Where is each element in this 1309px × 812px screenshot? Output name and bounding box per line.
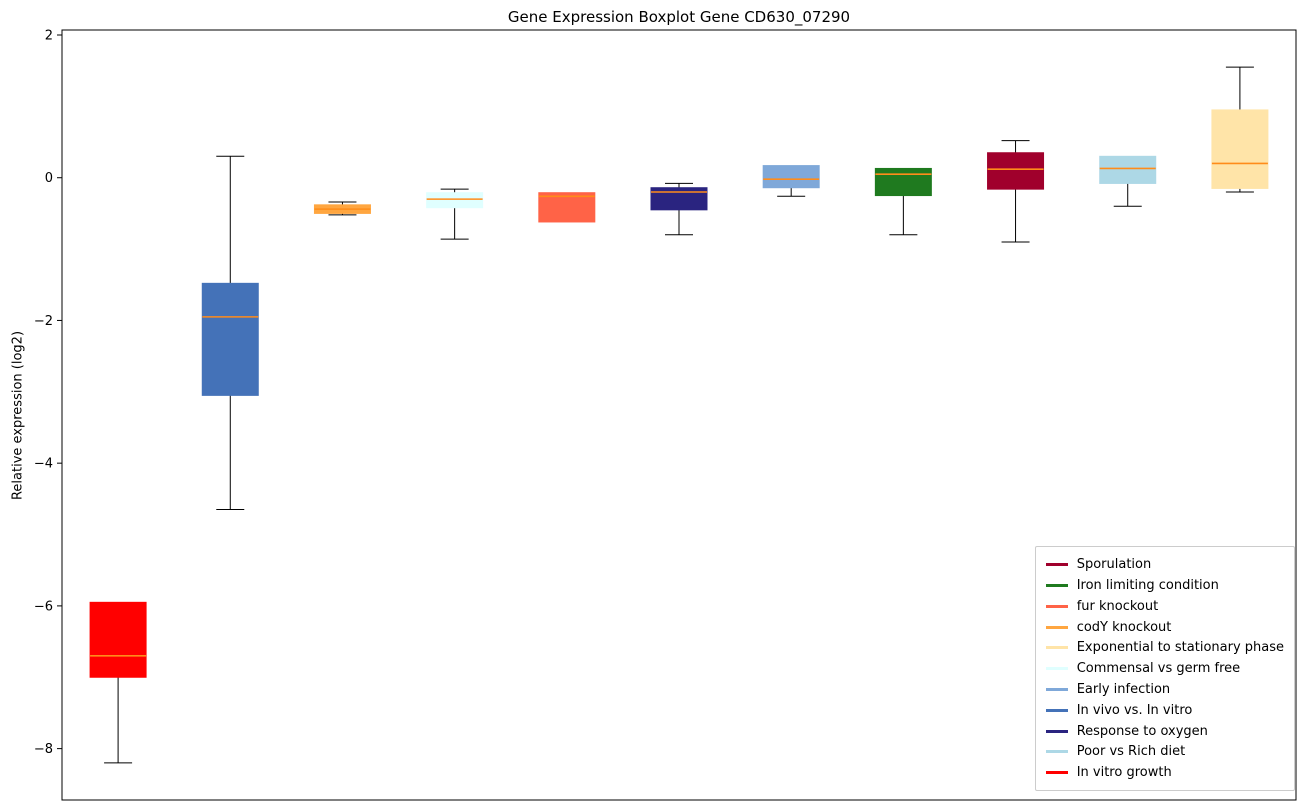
boxplot-in-vivo-vs-in-vitro	[201, 155, 259, 511]
box	[1099, 155, 1157, 184]
legend-swatch	[1045, 750, 1068, 754]
legend-item: In vivo vs. In vitro	[1045, 700, 1284, 721]
box	[89, 601, 147, 678]
legend-label: Response to oxygen	[1076, 723, 1208, 739]
legend-label: In vitro growth	[1076, 765, 1172, 781]
legend-item: Early infection	[1045, 679, 1284, 700]
legend-item: Commensal vs germ free	[1045, 658, 1284, 679]
box	[762, 165, 820, 189]
legend: Sporulation Iron limiting condition fur kn…	[1034, 546, 1295, 791]
legend-swatch	[1045, 667, 1068, 671]
legend-swatch	[1045, 687, 1068, 691]
legend-item: In vitro growth	[1045, 762, 1284, 783]
legend-label: Poor vs Rich diet	[1076, 744, 1186, 760]
legend-item: Iron limiting condition	[1045, 575, 1284, 596]
box	[538, 192, 596, 223]
legend-label: fur knockout	[1076, 598, 1159, 614]
boxplot-commensal-vs-germ-free	[426, 188, 484, 240]
boxplot-exponential-to-stationary-phase	[1211, 66, 1269, 193]
legend-label: Iron limiting condition	[1076, 577, 1219, 593]
box	[874, 167, 932, 197]
legend-item: codY knockout	[1045, 617, 1284, 638]
legend-label: In vivo vs. In vitro	[1076, 702, 1193, 718]
legend-item: Response to oxygen	[1045, 721, 1284, 742]
boxplot-fur-knockout	[538, 192, 596, 223]
chart-title: Gene Expression Boxplot Gene CD630_07290	[507, 8, 851, 26]
legend-label: Commensal vs germ free	[1076, 661, 1241, 677]
boxplot-poor-vs-rich-diet	[1099, 155, 1157, 207]
legend-label: Early infection	[1076, 681, 1171, 697]
legend-label: codY knockout	[1076, 619, 1172, 635]
boxplot-in-vitro-growth	[89, 601, 147, 764]
y-tick-label: −2	[34, 314, 53, 329]
legend-item: Sporulation	[1045, 554, 1284, 575]
boxplot-response-to-oxygen	[650, 182, 708, 236]
legend-swatch	[1045, 583, 1068, 587]
y-tick-label: 0	[45, 171, 53, 186]
legend-swatch	[1045, 646, 1068, 650]
boxplot-cody-knockout	[313, 201, 371, 216]
legend-item: Exponential to stationary phase	[1045, 637, 1284, 658]
y-tick-label: 2	[45, 28, 53, 43]
axes-frame	[61, 29, 1297, 801]
box	[1211, 109, 1269, 189]
box	[426, 192, 484, 209]
legend-label: Exponential to stationary phase	[1076, 640, 1284, 656]
legend-swatch	[1045, 563, 1068, 567]
y-tick-label: −6	[34, 599, 53, 614]
boxplot-early-infection	[762, 165, 820, 197]
legend-item: fur knockout	[1045, 596, 1284, 617]
legend-swatch	[1045, 771, 1068, 775]
legend-swatch	[1045, 708, 1068, 712]
boxplot-sporulation	[987, 140, 1045, 243]
legend-label: Sporulation	[1076, 557, 1152, 573]
y-tick-label: −4	[34, 457, 53, 472]
box	[987, 152, 1045, 190]
y-tick-label: −8	[34, 742, 53, 757]
boxplot-iron-limiting-condition	[874, 167, 932, 236]
box	[650, 187, 708, 211]
legend-item: Poor vs Rich diet	[1045, 741, 1284, 762]
box	[201, 282, 259, 396]
legend-swatch	[1045, 729, 1068, 733]
legend-swatch	[1045, 604, 1068, 608]
legend-swatch	[1045, 625, 1068, 629]
